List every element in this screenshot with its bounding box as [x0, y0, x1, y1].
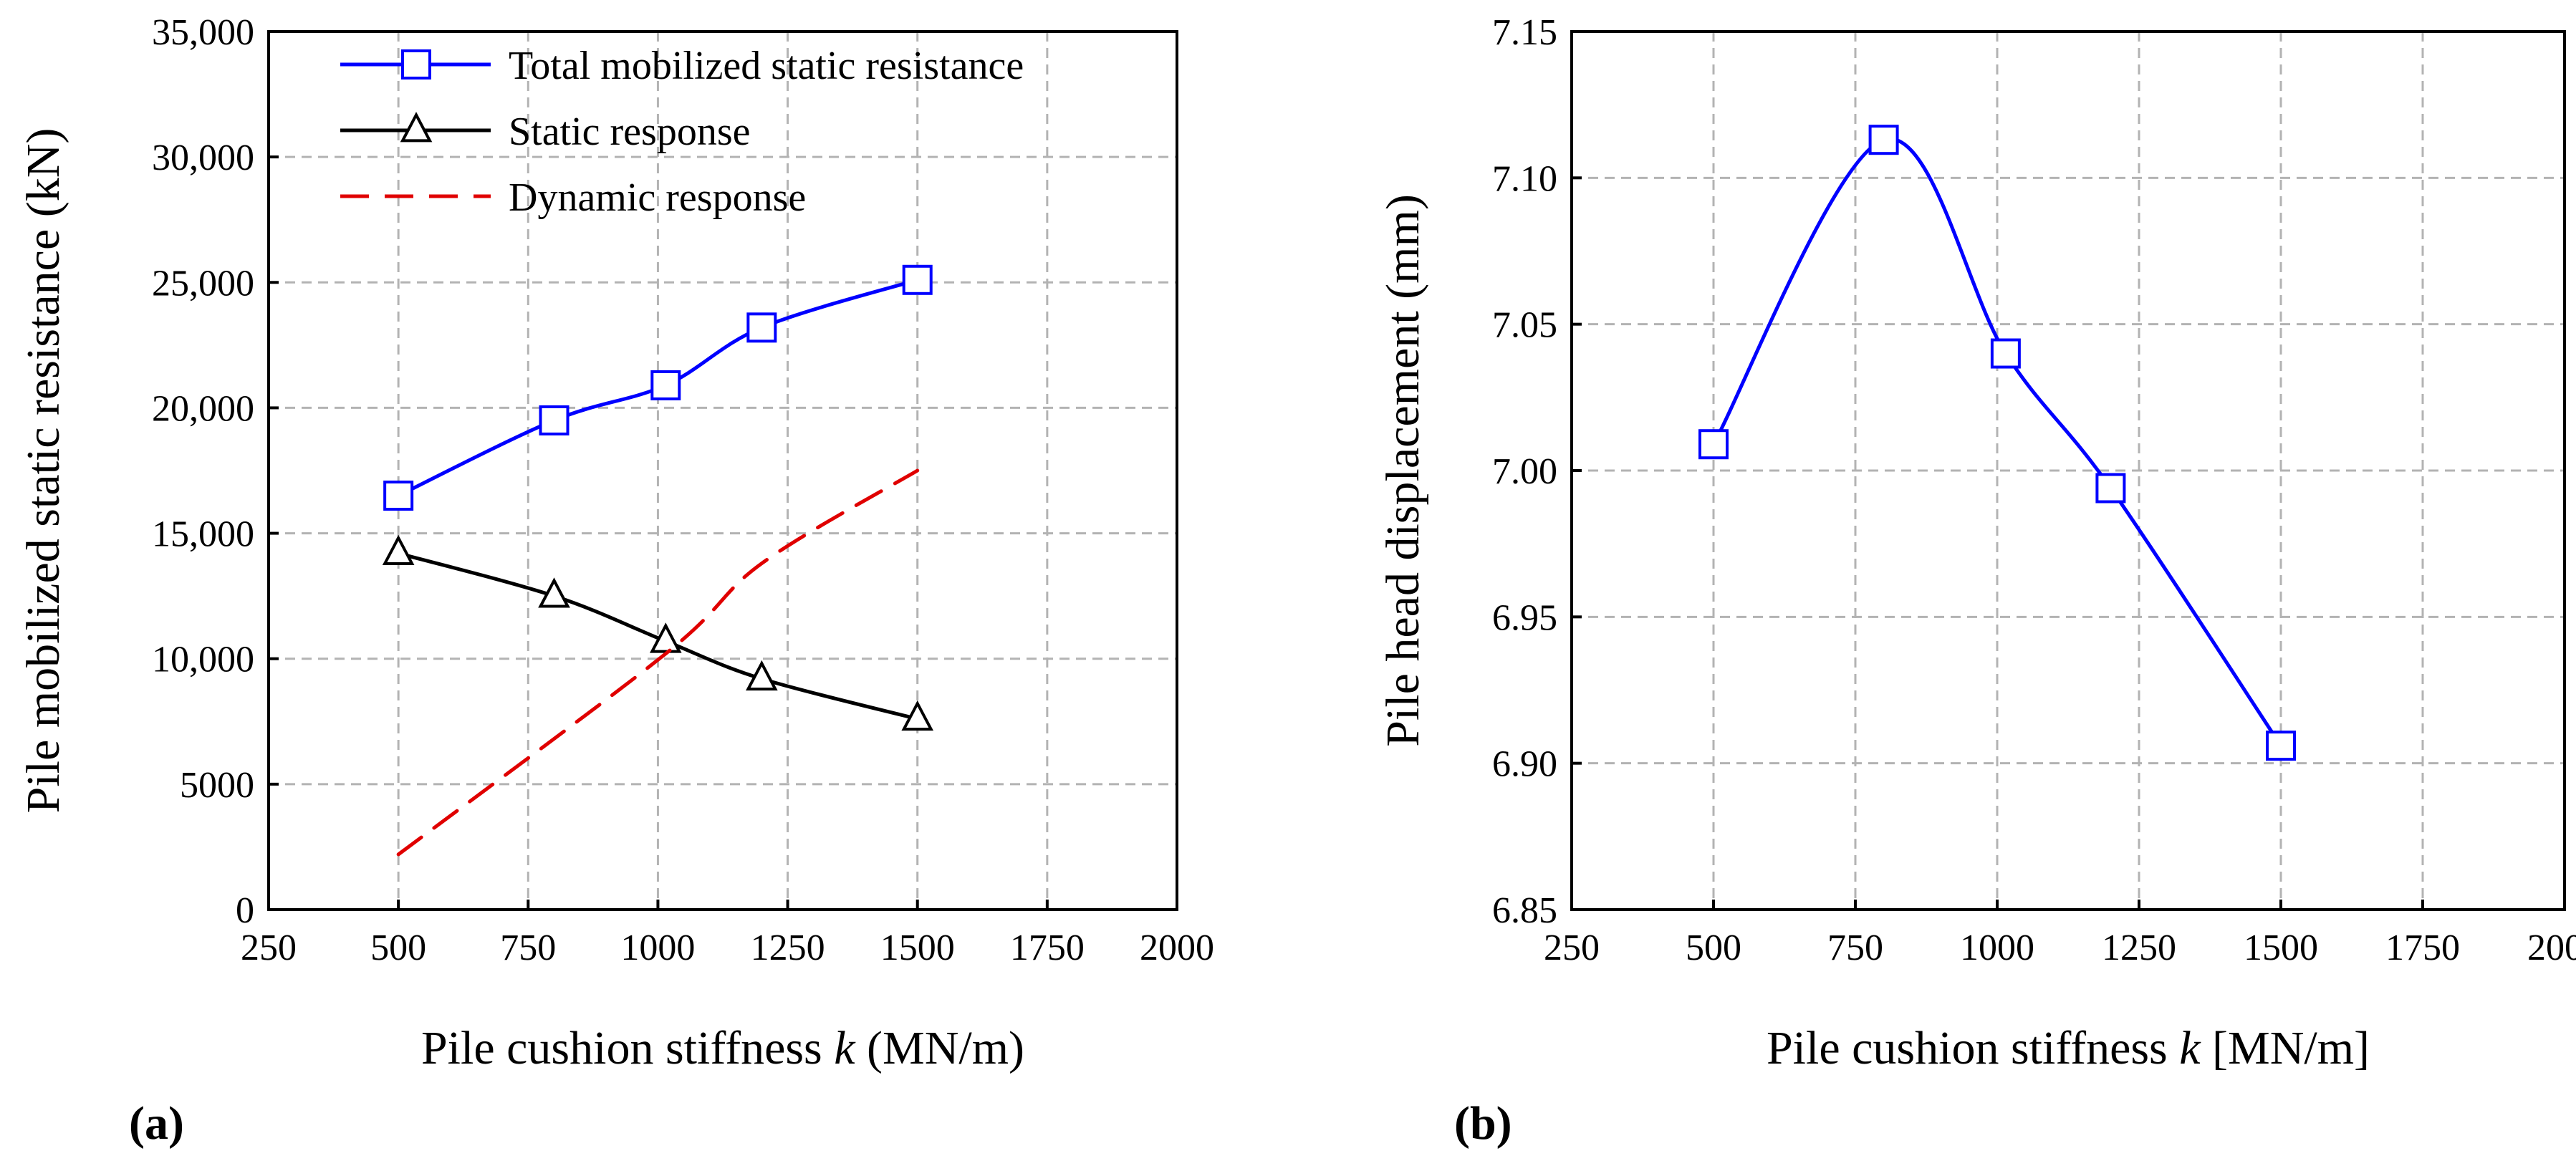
y-tick-label: 7.10 — [1492, 158, 1557, 199]
y-tick-label: 7.15 — [1492, 12, 1557, 53]
series-group-b — [1698, 125, 2296, 761]
data-point-0-0 — [539, 405, 569, 435]
series-line-1-0 — [1711, 137, 2283, 748]
series-group-a — [382, 264, 934, 857]
x-tick-label: 750 — [500, 928, 556, 968]
y-tick-label: 30,000 — [152, 138, 254, 178]
x-tick-label: 500 — [1686, 928, 1741, 968]
data-point-1-0 — [1868, 125, 1899, 155]
data-point-0-0 — [746, 312, 777, 343]
data-point-1-0 — [2095, 473, 2126, 504]
y-tick-label: 7.05 — [1492, 305, 1557, 346]
x-tick-label: 750 — [1827, 928, 1883, 968]
chart-panel-b: 250 500 750 1000 1250 1500 1750 2000 6.85 6.90 6.9… — [1377, 12, 2576, 1150]
y-tick-label: 15,000 — [152, 514, 254, 555]
y-tick-label: 6.85 — [1492, 890, 1557, 931]
panel-label-a: (a) — [129, 1097, 184, 1150]
y-tick-label: 35,000 — [152, 12, 254, 53]
y-tick-label: 7.00 — [1492, 451, 1557, 492]
grid-lines-b — [1572, 32, 2565, 910]
legend-marker-1 — [400, 112, 433, 143]
y-tick-label: 0 — [236, 890, 254, 931]
y-tick-label: 5000 — [180, 765, 254, 806]
chart-panel-a: Total mobilized static resistance Static … — [17, 12, 1214, 1150]
plot-frame-a — [267, 30, 1178, 911]
x-tick-label: 1750 — [1010, 928, 1085, 968]
y-tick-label: 20,000 — [152, 388, 254, 429]
y-axis-title-a: Pile mobilized static resistance (kN) — [17, 128, 69, 814]
data-point-0-0 — [902, 264, 933, 295]
x-tick-label: 1500 — [880, 928, 955, 968]
x-axis-title-b: Pile cushion stiffness k [MN/m] — [1767, 1022, 2370, 1074]
x-tick-label: 2000 — [2527, 928, 2576, 968]
y-tick-label: 6.90 — [1492, 744, 1557, 785]
x-tick-label: 1000 — [1960, 928, 2034, 968]
x-tick-label: 250 — [1544, 928, 1600, 968]
x-tick-label: 1000 — [620, 928, 695, 968]
data-point-0-0 — [650, 370, 681, 400]
data-point-0-1 — [538, 577, 570, 608]
x-tick-label: 500 — [370, 928, 426, 968]
legend-label-1: Static response — [509, 110, 750, 154]
y-tick-label: 6.95 — [1492, 597, 1557, 638]
legend-a: Total mobilized static resistance Static … — [340, 44, 1024, 220]
x-tick-label: 1250 — [751, 928, 825, 968]
legend-label-0: Total mobilized static resistance — [509, 44, 1024, 88]
y-tick-label: 10,000 — [152, 640, 254, 680]
data-point-0-1 — [382, 534, 415, 565]
ticks-a: 250 500 750 1000 1250 1500 1750 2000 0 5000 10,000… — [152, 12, 1214, 968]
data-point-0-1 — [746, 660, 778, 691]
x-axis-title-a: Pile cushion stiffness k (MN/m) — [421, 1022, 1024, 1074]
data-point-1-0 — [1698, 429, 1729, 460]
x-tick-label: 1500 — [2244, 928, 2318, 968]
data-point-0-0 — [383, 481, 414, 511]
series-line-0-2 — [396, 468, 920, 857]
legend-marker-0 — [401, 49, 431, 80]
x-tick-label: 2000 — [1140, 928, 1214, 968]
y-axis-title-b: Pile head displacement (mm) — [1377, 194, 1429, 747]
data-point-1-0 — [1990, 338, 2021, 369]
legend-label-2: Dynamic response — [509, 175, 806, 220]
grid-lines-a — [269, 32, 1177, 910]
ticks-b: 250 500 750 1000 1250 1500 1750 2000 6.85 6.90 6.9… — [1492, 12, 2576, 968]
x-tick-label: 250 — [241, 928, 297, 968]
data-point-1-0 — [2266, 731, 2296, 761]
x-tick-label: 1250 — [2102, 928, 2176, 968]
panel-label-b: (b) — [1454, 1097, 1512, 1150]
data-point-0-1 — [901, 700, 934, 731]
y-tick-label: 25,000 — [152, 263, 254, 304]
x-tick-label: 1750 — [2385, 928, 2460, 968]
